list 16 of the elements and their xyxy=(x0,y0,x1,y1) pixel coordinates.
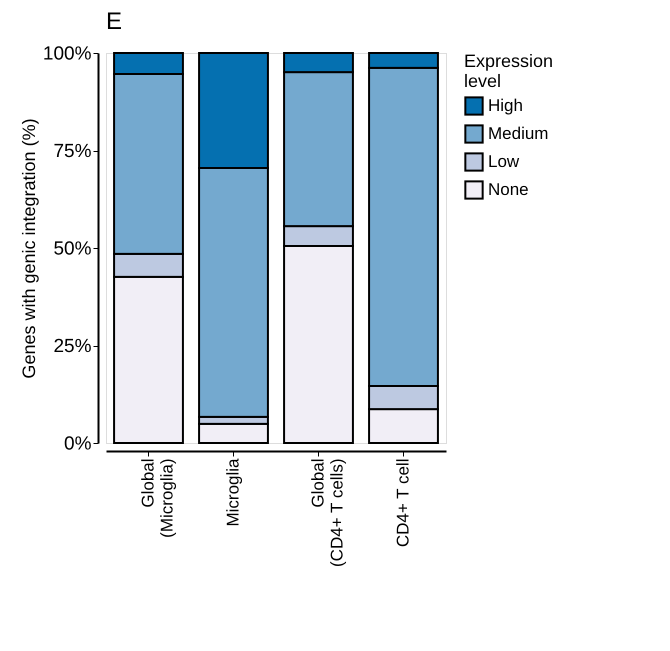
legend-label: None xyxy=(488,180,529,199)
y-tick-label: 50% xyxy=(53,238,92,260)
chart-title: E xyxy=(106,8,122,35)
legend-label: High xyxy=(488,96,523,115)
y-tick-label: 75% xyxy=(53,141,92,162)
legend-label: Low xyxy=(488,152,520,171)
legend-title: Expression level xyxy=(464,51,554,91)
y-tick-label: 0% xyxy=(64,434,92,454)
x-tick-label: CD4+ T cell xyxy=(394,458,412,548)
y-tick-label: 25% xyxy=(53,336,92,357)
y-tick-label: 100% xyxy=(42,44,92,64)
x-tick-label: Global (CD4+ T cells) xyxy=(308,458,346,567)
x-tick-label: Global (Microglia) xyxy=(138,458,176,538)
y-axis-title: Genes with genic integration (%) xyxy=(18,118,39,379)
legend-label: Medium xyxy=(488,124,548,143)
x-tick-label: Microglia xyxy=(224,458,242,527)
